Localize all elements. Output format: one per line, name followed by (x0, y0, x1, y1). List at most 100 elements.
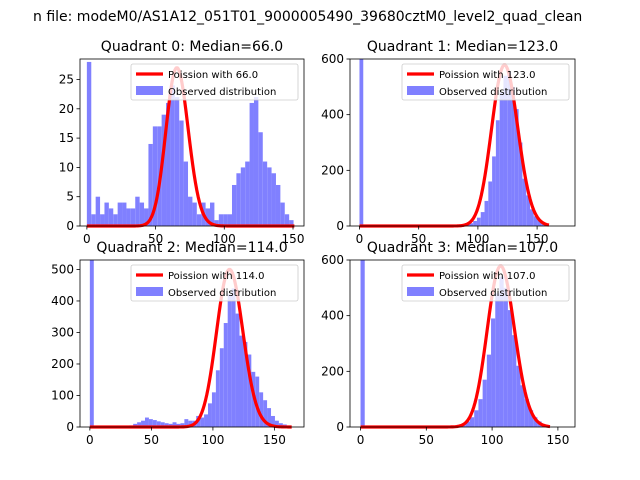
histogram-bar (503, 287, 508, 427)
legend-box (130, 264, 299, 302)
histogram-bar (95, 196, 101, 226)
histogram-bar (200, 417, 205, 427)
legend-box (130, 63, 299, 101)
histogram-bar (530, 209, 534, 226)
histogram-bar (174, 97, 180, 226)
y-tick-label: 200 (321, 163, 344, 177)
legend-line-label: Poission with 107.0 (439, 271, 535, 282)
legend-bar-swatch (136, 86, 163, 95)
histogram-bar (262, 161, 268, 226)
histogram-bar (148, 143, 153, 226)
histogram-bar (474, 410, 479, 427)
histogram-bar (218, 214, 224, 226)
histogram-bars (359, 59, 549, 227)
histogram-bar (359, 59, 364, 226)
histogram-bar (166, 102, 171, 226)
histogram-bar (284, 214, 290, 226)
histogram-bar (499, 276, 504, 427)
histogram-bar (130, 208, 136, 226)
histogram-bar (522, 178, 527, 226)
histogram-bar (208, 403, 212, 427)
subplot-3: 0 50 100 150 0 200 400 600 Quadrant 3: Median=10… (321, 240, 576, 447)
histogram-bar (137, 422, 142, 427)
histogram-bar (469, 223, 474, 226)
y-tick-label: 100 (51, 388, 74, 402)
histogram-bar (144, 208, 149, 226)
y-tick-label: 400 (51, 294, 74, 308)
histogram-bar (274, 420, 279, 427)
histogram-bar (476, 217, 481, 226)
histogram-bar (271, 415, 275, 427)
histogram-bar (528, 410, 534, 427)
y-tick-label: 200 (321, 364, 344, 378)
y-tick-label: 200 (51, 357, 74, 371)
legend-bar-label: Observed distribution (439, 288, 547, 299)
histogram-bar (236, 173, 241, 226)
y-tick-label: 0 (66, 219, 74, 233)
histogram-bar (533, 216, 538, 226)
histogram-bar (184, 419, 189, 427)
histogram-bar (152, 126, 158, 226)
histogram-bar (179, 120, 184, 226)
histogram-bar (537, 220, 542, 226)
histogram-bars (360, 260, 550, 427)
histogram-bar (465, 421, 470, 427)
histogram-bar (240, 167, 246, 226)
histogram-bar (204, 414, 208, 427)
histogram-bar (235, 313, 240, 427)
histogram-bar (289, 220, 294, 226)
histogram-bar (526, 195, 530, 226)
histogram-bar (263, 400, 268, 427)
x-tick-label: 100 (481, 433, 504, 447)
histogram-bar (231, 288, 236, 427)
axes-frame (349, 259, 576, 428)
x-tick-label: 150 (546, 433, 569, 447)
histogram-bar (480, 212, 485, 226)
histogram-bar (243, 341, 248, 427)
histogram-bar (245, 161, 250, 226)
x-tick-label: 50 (148, 232, 163, 246)
legend: Poission with 107.0 Observed distribution (401, 264, 570, 302)
histogram-bar (518, 142, 523, 226)
histogram-bar (86, 61, 92, 226)
histogram-bar (205, 208, 211, 226)
legend-line-label: Poission with 123.0 (439, 70, 535, 81)
histogram-bar (89, 260, 94, 427)
histogram-bar (223, 214, 228, 226)
figure-suptitle: n file: modeM0/AS1A12_051T01_9000005490_… (33, 9, 582, 25)
x-tick-label: 0 (86, 433, 94, 447)
histogram-bar (278, 423, 283, 427)
x-tick-label: 100 (466, 232, 489, 246)
histogram-bar (152, 420, 157, 427)
y-tick-label: 25 (59, 73, 74, 87)
histogram-bar (108, 208, 114, 226)
subplot-title: Quadrant 2: Median=114.0 (96, 240, 287, 256)
y-tick-label: 10 (59, 160, 74, 174)
x-tick-label: 0 (357, 433, 365, 447)
y-tick-label: 600 (321, 52, 344, 66)
histogram-bar (495, 293, 500, 427)
histogram-bar (144, 417, 149, 427)
y-tick-label: 0 (336, 219, 344, 233)
histogram-bar (239, 335, 244, 427)
x-tick-label: 50 (411, 232, 426, 246)
axes-frame (79, 259, 305, 428)
subplot-title: Quadrant 0: Median=66.0 (101, 39, 283, 55)
axes-frame (349, 58, 576, 227)
histogram-bar (486, 354, 492, 427)
histogram-bars (86, 61, 294, 226)
legend: Poission with 114.0 Observed distribution (130, 264, 299, 302)
histogram-bar (470, 417, 475, 427)
legend-bar-swatch (407, 287, 434, 296)
histogram-bar (113, 214, 118, 226)
histogram-bar (183, 161, 189, 226)
histogram-bar (253, 97, 259, 226)
x-tick-label: 0 (83, 232, 91, 246)
histogram-bar (172, 422, 177, 427)
histogram-bar (271, 173, 276, 226)
x-tick-label: 100 (213, 232, 236, 246)
histogram-bar (259, 392, 264, 427)
y-tick-label: 0 (336, 420, 344, 434)
histogram-bar (231, 184, 237, 226)
